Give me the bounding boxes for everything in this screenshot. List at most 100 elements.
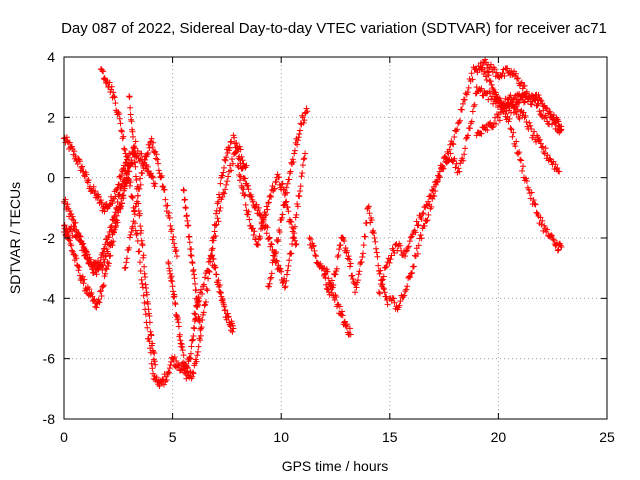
data-point [285, 208, 292, 215]
data-point [552, 242, 559, 249]
data-point [296, 130, 303, 137]
data-point [513, 70, 520, 77]
data-point [321, 271, 328, 278]
data-point [170, 288, 177, 295]
data-point [137, 267, 144, 274]
data-point [335, 252, 342, 259]
data-point [129, 193, 136, 200]
data-point [528, 189, 535, 196]
data-point [539, 143, 546, 150]
x-tick-label: 0 [60, 429, 68, 445]
data-point [267, 192, 274, 199]
data-point [80, 280, 87, 287]
data-point [157, 173, 164, 180]
data-point [461, 151, 468, 158]
data-point [172, 301, 179, 308]
series-track-23 [321, 265, 354, 338]
data-point [268, 193, 275, 200]
data-point [183, 212, 190, 219]
data-point [147, 170, 154, 177]
data-point [271, 185, 278, 192]
data-point [378, 277, 385, 284]
data-point [292, 214, 299, 221]
data-point [136, 158, 143, 165]
data-point [195, 343, 202, 350]
data-point [112, 220, 119, 227]
data-point [263, 230, 270, 237]
data-point [213, 210, 220, 217]
data-point [133, 177, 140, 184]
y-tick-label: -4 [43, 290, 56, 306]
data-point [346, 325, 353, 332]
data-point [138, 227, 145, 234]
data-point [302, 109, 309, 116]
data-point [447, 150, 454, 157]
data-point [101, 208, 108, 215]
data-point [136, 248, 143, 255]
data-point [219, 193, 226, 200]
data-point [520, 109, 527, 116]
x-axis-ticks: 0 5 10 15 20 25 [60, 57, 615, 445]
data-point [407, 234, 414, 241]
data-point [457, 117, 464, 124]
data-point [297, 127, 304, 134]
data-point [187, 350, 194, 357]
data-point [478, 85, 485, 92]
data-point [246, 216, 253, 223]
data-point [365, 204, 372, 211]
data-point [150, 174, 157, 181]
data-point [523, 88, 530, 95]
data-point [130, 218, 137, 225]
data-point [239, 165, 246, 172]
data-point [482, 73, 489, 80]
grid-lines [64, 57, 607, 419]
data-point [139, 280, 146, 287]
data-point [79, 241, 86, 248]
series-track-18 [491, 90, 565, 254]
data-point [98, 292, 105, 299]
data-point [184, 364, 191, 371]
data-point [102, 270, 109, 277]
data-point [487, 119, 494, 126]
data-point [91, 296, 98, 303]
data-point [205, 275, 212, 282]
data-point [76, 272, 83, 279]
data-point [289, 228, 296, 235]
data-point [519, 167, 526, 174]
data-point [152, 155, 159, 162]
data-point [283, 271, 290, 278]
data-point [163, 376, 170, 383]
data-point [396, 302, 403, 309]
data-point [99, 249, 106, 256]
data-point [237, 173, 244, 180]
data-point [192, 311, 199, 318]
data-point [116, 204, 123, 211]
data-point [121, 265, 128, 272]
data-point [494, 94, 501, 101]
data-point [209, 245, 216, 252]
data-point [324, 268, 331, 275]
data-point [126, 94, 133, 101]
data-point [265, 199, 272, 206]
data-point [108, 83, 115, 90]
data-point [297, 120, 304, 127]
data-point [225, 313, 232, 320]
data-point [537, 214, 544, 221]
data-point [198, 324, 205, 331]
data-point [460, 157, 467, 164]
data-point [373, 245, 380, 252]
data-point [127, 104, 134, 111]
y-tick-label: -8 [43, 411, 56, 427]
data-point [188, 343, 195, 350]
data-point [386, 259, 393, 266]
data-point [317, 260, 324, 267]
data-point [235, 164, 242, 171]
data-point [452, 164, 459, 171]
data-point [257, 211, 264, 218]
data-point [122, 264, 129, 271]
data-point [370, 230, 377, 237]
data-point [182, 205, 189, 212]
data-point [215, 218, 222, 225]
data-point [116, 115, 123, 122]
data-point [106, 79, 113, 86]
